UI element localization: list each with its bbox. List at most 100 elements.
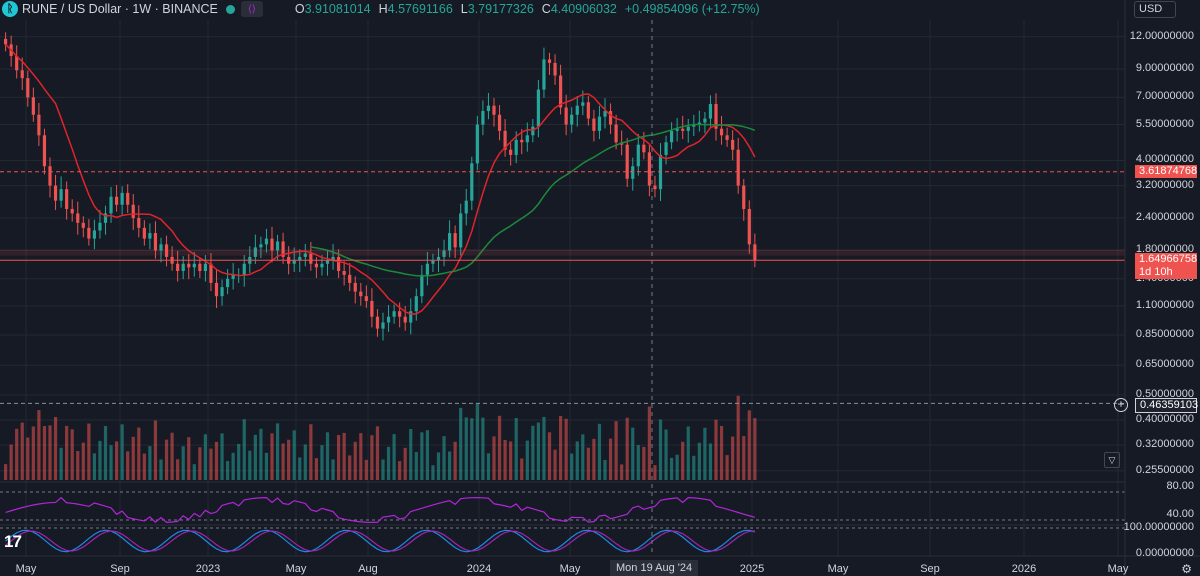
candle xyxy=(686,126,690,131)
volume-bar xyxy=(303,444,307,480)
candle xyxy=(70,209,74,214)
volume-bar xyxy=(148,446,152,480)
candle xyxy=(742,185,746,210)
candle xyxy=(614,124,618,143)
time-axis-label: May xyxy=(827,563,849,575)
candle xyxy=(37,114,41,136)
volume-bar xyxy=(65,425,69,480)
candle xyxy=(153,233,158,251)
price-axis-label: 2.40000000 xyxy=(1135,211,1194,224)
candle xyxy=(409,311,413,323)
volume-bar xyxy=(187,437,191,480)
symbol-title[interactable]: RUNE / US Dollar · 1W · BINANCE xyxy=(22,2,218,16)
osc-axis-label: 40.00 xyxy=(1166,508,1194,520)
candle xyxy=(92,230,96,239)
volume-bar xyxy=(287,439,291,480)
volume-bar xyxy=(181,446,185,480)
time-cursor-label: Mon 19 Aug '24 xyxy=(610,560,699,576)
tradingview-logo[interactable]: 17 xyxy=(4,532,22,551)
volume-bar xyxy=(359,433,363,480)
candle xyxy=(337,256,341,272)
add-level-icon[interactable]: + xyxy=(1114,398,1128,412)
candle xyxy=(253,247,257,257)
sma-green-line xyxy=(310,123,756,277)
candle xyxy=(98,222,102,231)
stoch-k-line xyxy=(5,529,756,553)
rune-logo-icon: ᚱ xyxy=(2,1,18,17)
price-tag: 0.46359103 xyxy=(1135,398,1199,413)
candle xyxy=(547,59,552,63)
volume-bar xyxy=(431,465,435,480)
volume-bar xyxy=(592,438,596,480)
candle xyxy=(542,59,546,90)
volume-bar xyxy=(442,436,446,480)
price-axis-label: 7.00000000 xyxy=(1135,90,1194,103)
candle xyxy=(15,56,19,71)
time-axis-label: 2026 xyxy=(1011,563,1037,575)
candle xyxy=(314,263,318,268)
volume-bar xyxy=(325,432,330,480)
collapse-pane-button[interactable]: ▽ xyxy=(1104,452,1120,468)
volume-bar xyxy=(436,452,441,480)
volume-bar xyxy=(636,445,640,480)
candle xyxy=(359,291,363,297)
volume-bar xyxy=(370,435,374,480)
volume-bar xyxy=(597,423,602,480)
settings-icon[interactable]: ⚙ xyxy=(1181,562,1192,576)
volume-bar xyxy=(425,430,429,480)
osc-axis-label: 100.00000000 xyxy=(1123,521,1194,533)
volume-bar xyxy=(509,441,513,480)
volume-bar xyxy=(620,464,624,480)
candle xyxy=(525,135,529,143)
volume-bar xyxy=(9,444,13,480)
candle xyxy=(725,135,729,140)
osc-axis-label: 80.00 xyxy=(1166,480,1194,492)
volume-bar xyxy=(153,420,158,480)
candle xyxy=(514,139,518,155)
volume-bar xyxy=(503,439,507,480)
volume-bar xyxy=(281,443,285,480)
price-tag-value: 0.46359103 xyxy=(1140,399,1199,411)
volume-bar xyxy=(697,442,701,480)
volume-bar xyxy=(259,428,263,480)
volume-bar xyxy=(137,427,141,480)
candle xyxy=(142,227,146,239)
candle xyxy=(492,105,496,115)
candle xyxy=(420,274,424,297)
volume-bar xyxy=(15,428,19,480)
volume-bar xyxy=(564,418,568,480)
volume-bar xyxy=(642,446,646,480)
volume-bar xyxy=(26,437,30,480)
volume-bar xyxy=(386,446,391,480)
candle xyxy=(126,192,130,205)
price-axis-label: 0.25500000 xyxy=(1135,463,1194,476)
volume-bar xyxy=(453,441,457,480)
candle xyxy=(220,287,224,297)
volume-bar xyxy=(214,441,219,480)
candle xyxy=(59,189,63,201)
candle xyxy=(370,300,374,317)
candle xyxy=(81,222,85,228)
volume-bar xyxy=(581,434,585,480)
volume-bar xyxy=(109,445,113,480)
candle xyxy=(442,250,446,257)
volume-bar xyxy=(92,453,96,480)
volume-bar xyxy=(231,452,235,480)
volume-bar xyxy=(725,455,729,480)
candle xyxy=(475,124,479,164)
candle xyxy=(453,233,457,248)
candle xyxy=(275,241,280,251)
candle xyxy=(608,111,613,125)
volume-bar xyxy=(348,455,352,480)
price-axis-label: 4.00000000 xyxy=(1135,153,1194,166)
volume-bar xyxy=(525,440,529,480)
volume-bar xyxy=(4,464,8,480)
candle xyxy=(381,322,385,329)
candle xyxy=(603,111,607,117)
candle xyxy=(625,144,629,179)
indicators-icon[interactable]: ⟨⟩ xyxy=(240,1,263,17)
candle xyxy=(331,256,335,261)
candle xyxy=(575,105,579,115)
currency-button[interactable]: USD xyxy=(1134,1,1176,18)
